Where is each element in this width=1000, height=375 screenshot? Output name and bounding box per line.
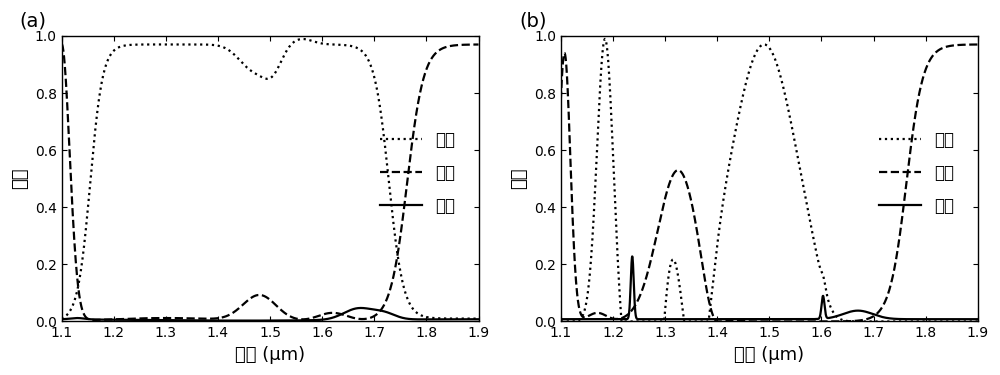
X-axis label: 波长 (μm): 波长 (μm): [734, 346, 804, 364]
Text: (a): (a): [20, 11, 47, 30]
Y-axis label: 强度: 强度: [510, 168, 528, 189]
Legend: 反射, 透射, 吸收: 反射, 透射, 吸收: [873, 124, 961, 222]
Text: (b): (b): [519, 11, 547, 30]
X-axis label: 波长 (μm): 波长 (μm): [235, 346, 305, 364]
Legend: 反射, 透射, 吸收: 反射, 透射, 吸收: [374, 124, 462, 222]
Y-axis label: 强度: 强度: [11, 168, 29, 189]
